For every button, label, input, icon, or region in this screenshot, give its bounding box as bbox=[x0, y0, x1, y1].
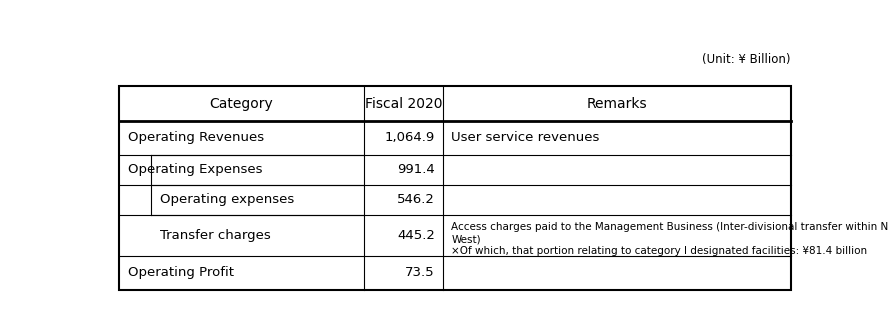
Text: Access charges paid to the Management Business (Inter-divisional transfer within: Access charges paid to the Management Bu… bbox=[451, 222, 888, 232]
Text: 445.2: 445.2 bbox=[397, 229, 435, 242]
Text: (Unit: ¥ Billion): (Unit: ¥ Billion) bbox=[702, 53, 791, 66]
Text: Transfer charges: Transfer charges bbox=[160, 229, 271, 242]
Text: Operating expenses: Operating expenses bbox=[160, 193, 294, 206]
Text: User service revenues: User service revenues bbox=[451, 132, 599, 145]
Text: 73.5: 73.5 bbox=[405, 267, 435, 280]
Text: 546.2: 546.2 bbox=[397, 193, 435, 206]
Text: Category: Category bbox=[210, 97, 274, 111]
Text: Operating Profit: Operating Profit bbox=[128, 267, 234, 280]
Text: 991.4: 991.4 bbox=[397, 163, 435, 176]
Text: 1,064.9: 1,064.9 bbox=[385, 132, 435, 145]
Text: West): West) bbox=[451, 234, 481, 244]
Text: Fiscal 2020: Fiscal 2020 bbox=[365, 97, 442, 111]
Text: Remarks: Remarks bbox=[587, 97, 647, 111]
Text: Operating Expenses: Operating Expenses bbox=[128, 163, 262, 176]
Text: ×Of which, that portion relating to category I designated facilities: ¥81.4 bill: ×Of which, that portion relating to cate… bbox=[451, 246, 868, 256]
Bar bbox=[119, 87, 791, 290]
Text: Operating Revenues: Operating Revenues bbox=[128, 132, 264, 145]
